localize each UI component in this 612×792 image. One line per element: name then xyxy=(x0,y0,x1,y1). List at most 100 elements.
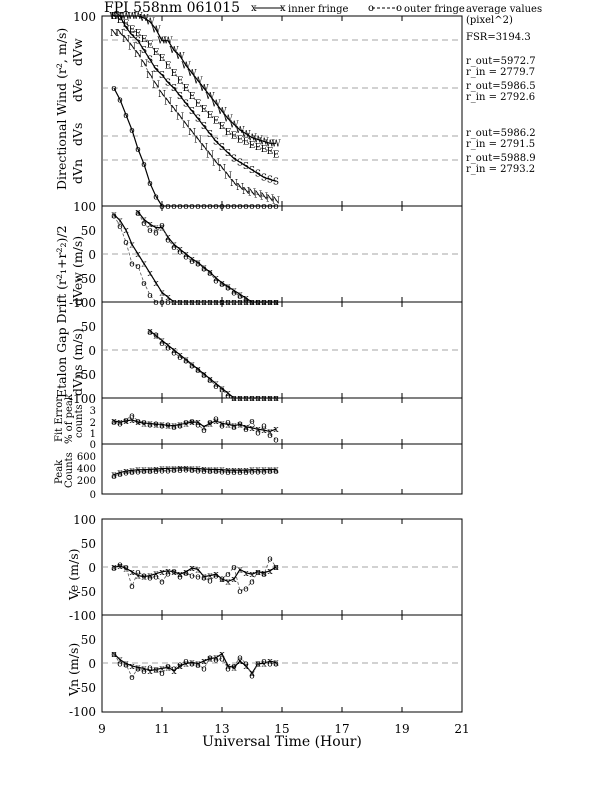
peak-inner-point-20: x xyxy=(231,466,236,476)
y-axis-labels: Directional Wind (r², m/s) dVw dVe dVs d… xyxy=(54,28,85,697)
drift-ew-lower-inner-point-6: x xyxy=(147,269,152,279)
wind-ylabel-dvw: dVw xyxy=(70,38,85,66)
drift-ns-inner-point-11: x xyxy=(177,351,182,361)
wind-e-point-6: E xyxy=(147,41,154,51)
peak-inner-point-2: x xyxy=(123,467,128,477)
fit-inner-line xyxy=(113,419,277,433)
fit-outer-point-7: o xyxy=(153,419,158,429)
peak-inner-point-1: x xyxy=(117,469,122,479)
fit-ytick-2: 2 xyxy=(90,418,96,429)
ve-inner-point-16: x xyxy=(207,572,212,582)
peak-inner-point-17: x xyxy=(213,465,218,475)
drift-ew-lower-outer-point-15: o xyxy=(201,298,206,308)
peak-inner-point-10: x xyxy=(171,464,176,474)
wind-n-point-15: N xyxy=(200,143,208,153)
fit-ytick-3: 3 xyxy=(90,406,96,417)
wind-o-point-26: o xyxy=(267,202,272,212)
ve-inner-point-4: x xyxy=(135,572,140,582)
vn-outer-point-23: o xyxy=(249,672,254,682)
peak-outer-point-7: o xyxy=(153,467,158,477)
legend-avg-label-1: average values xyxy=(466,4,542,15)
ve-outer-point-17: o xyxy=(213,572,218,582)
drift-ew-inner-point-9: x xyxy=(165,233,170,243)
wind-s-point-13: S xyxy=(189,107,195,117)
peak-ytick-400: 400 xyxy=(77,464,96,475)
fit-ytick-1: 1 xyxy=(90,429,96,440)
wind-o-point-27: o xyxy=(273,202,278,212)
wind-s-point-25: S xyxy=(261,174,267,184)
fit-inner-point-12: x xyxy=(183,419,188,429)
vn-inner-point-19: x xyxy=(225,662,230,672)
wind-e-point-15: E xyxy=(201,105,208,115)
fit-outer-point-24: o xyxy=(255,429,260,439)
fit-inner-point-8: x xyxy=(159,420,164,430)
vn-outer-point-0: o xyxy=(111,650,116,660)
wind-n-point-12: N xyxy=(182,120,190,130)
drift-ew-outer-point-7: o xyxy=(153,228,158,238)
vn-inner-point-23: x xyxy=(249,669,254,679)
drift-ew-lower-inner-point-26: x xyxy=(267,298,272,308)
fit-outer-point-20: o xyxy=(231,423,236,433)
wind-n-point-9: N xyxy=(164,98,172,108)
wind-s-point-21: S xyxy=(237,158,243,168)
vn-inner-point-1: x xyxy=(117,656,122,666)
fit-inner-point-4: x xyxy=(135,418,140,428)
fit-inner-point-7: x xyxy=(153,420,158,430)
peak-outer-point-11: o xyxy=(177,466,182,476)
vn-outer-point-27: o xyxy=(273,660,278,670)
x-axis-label: Universal Time (Hour) xyxy=(202,734,362,750)
drift-ns-outer-point-15: o xyxy=(201,371,206,381)
drift-ew-lower-outer-point-25: o xyxy=(261,298,266,308)
ve-ytick-m100: -100 xyxy=(69,609,96,623)
vn-outer-point-15: o xyxy=(201,664,206,674)
panel-frames xyxy=(101,15,463,713)
vn-panel-frame xyxy=(101,614,463,713)
vn-inner-point-20: x xyxy=(231,663,236,673)
wind-o-point-8: o xyxy=(159,202,164,212)
wind-e-point-23: E xyxy=(249,141,256,151)
fit-inner-point-0: x xyxy=(111,417,116,427)
legend-inner-marker-b: x xyxy=(280,3,286,14)
wind-s-point-14: S xyxy=(195,115,201,125)
wind-w-point-24: W xyxy=(253,136,263,146)
vn-inner-point-8: x xyxy=(159,664,164,674)
ve-outer-point-13: o xyxy=(189,572,194,582)
wind-e-point-19: E xyxy=(225,128,232,138)
drift-ew-outer-point-16: o xyxy=(207,269,212,279)
drift-ns-outer-point-16: o xyxy=(207,376,212,386)
fit-outer-point-5: o xyxy=(141,418,146,428)
wind-n-point-19: N xyxy=(224,172,232,182)
ve-inner-point-21: x xyxy=(237,565,242,575)
drift-ns-inner-point-19: x xyxy=(225,389,230,399)
peak-inner-point-14: x xyxy=(195,465,200,475)
drift-ew-lower-outer-point-12: o xyxy=(183,298,188,308)
peak-outer-point-5: o xyxy=(141,467,146,477)
fit-inner-point-16: x xyxy=(207,419,212,429)
xtick-13: 13 xyxy=(214,722,229,736)
vn-outer-line xyxy=(113,653,276,678)
vn-yticks: 50 0 -50 -100 xyxy=(69,633,96,719)
ve-outer-point-6: o xyxy=(147,574,152,584)
wind-e-point-1: E xyxy=(117,16,124,26)
ve-inner-point-23: x xyxy=(249,570,254,580)
wind-w-point-10: W xyxy=(169,46,179,56)
ve-inner-point-7: x xyxy=(153,570,158,580)
ve-outer-point-25: o xyxy=(261,570,266,580)
wind-e-point-18: E xyxy=(219,122,226,132)
drift-ew-lower-outer-point-5: o xyxy=(141,279,146,289)
wind-n-point-6: N xyxy=(146,71,154,81)
drift-ew-outer-point-6: o xyxy=(147,226,152,236)
wind-o-point-11: o xyxy=(177,202,182,212)
wind-e-point-24: E xyxy=(255,143,262,153)
peak-inner-point-13: x xyxy=(189,464,194,474)
w-out-annotation: r_out=5972.7 xyxy=(466,56,536,67)
wind-s-line xyxy=(114,15,277,182)
peak-outer-point-25: o xyxy=(261,468,266,478)
drift-ew-lower-outer-point-16: o xyxy=(207,298,212,308)
peak-outer-line xyxy=(113,469,276,477)
drift-ew-lower-inner-point-18: x xyxy=(219,298,224,308)
fit-inner-point-21: x xyxy=(237,420,242,430)
wind-e-point-10: E xyxy=(171,69,178,79)
